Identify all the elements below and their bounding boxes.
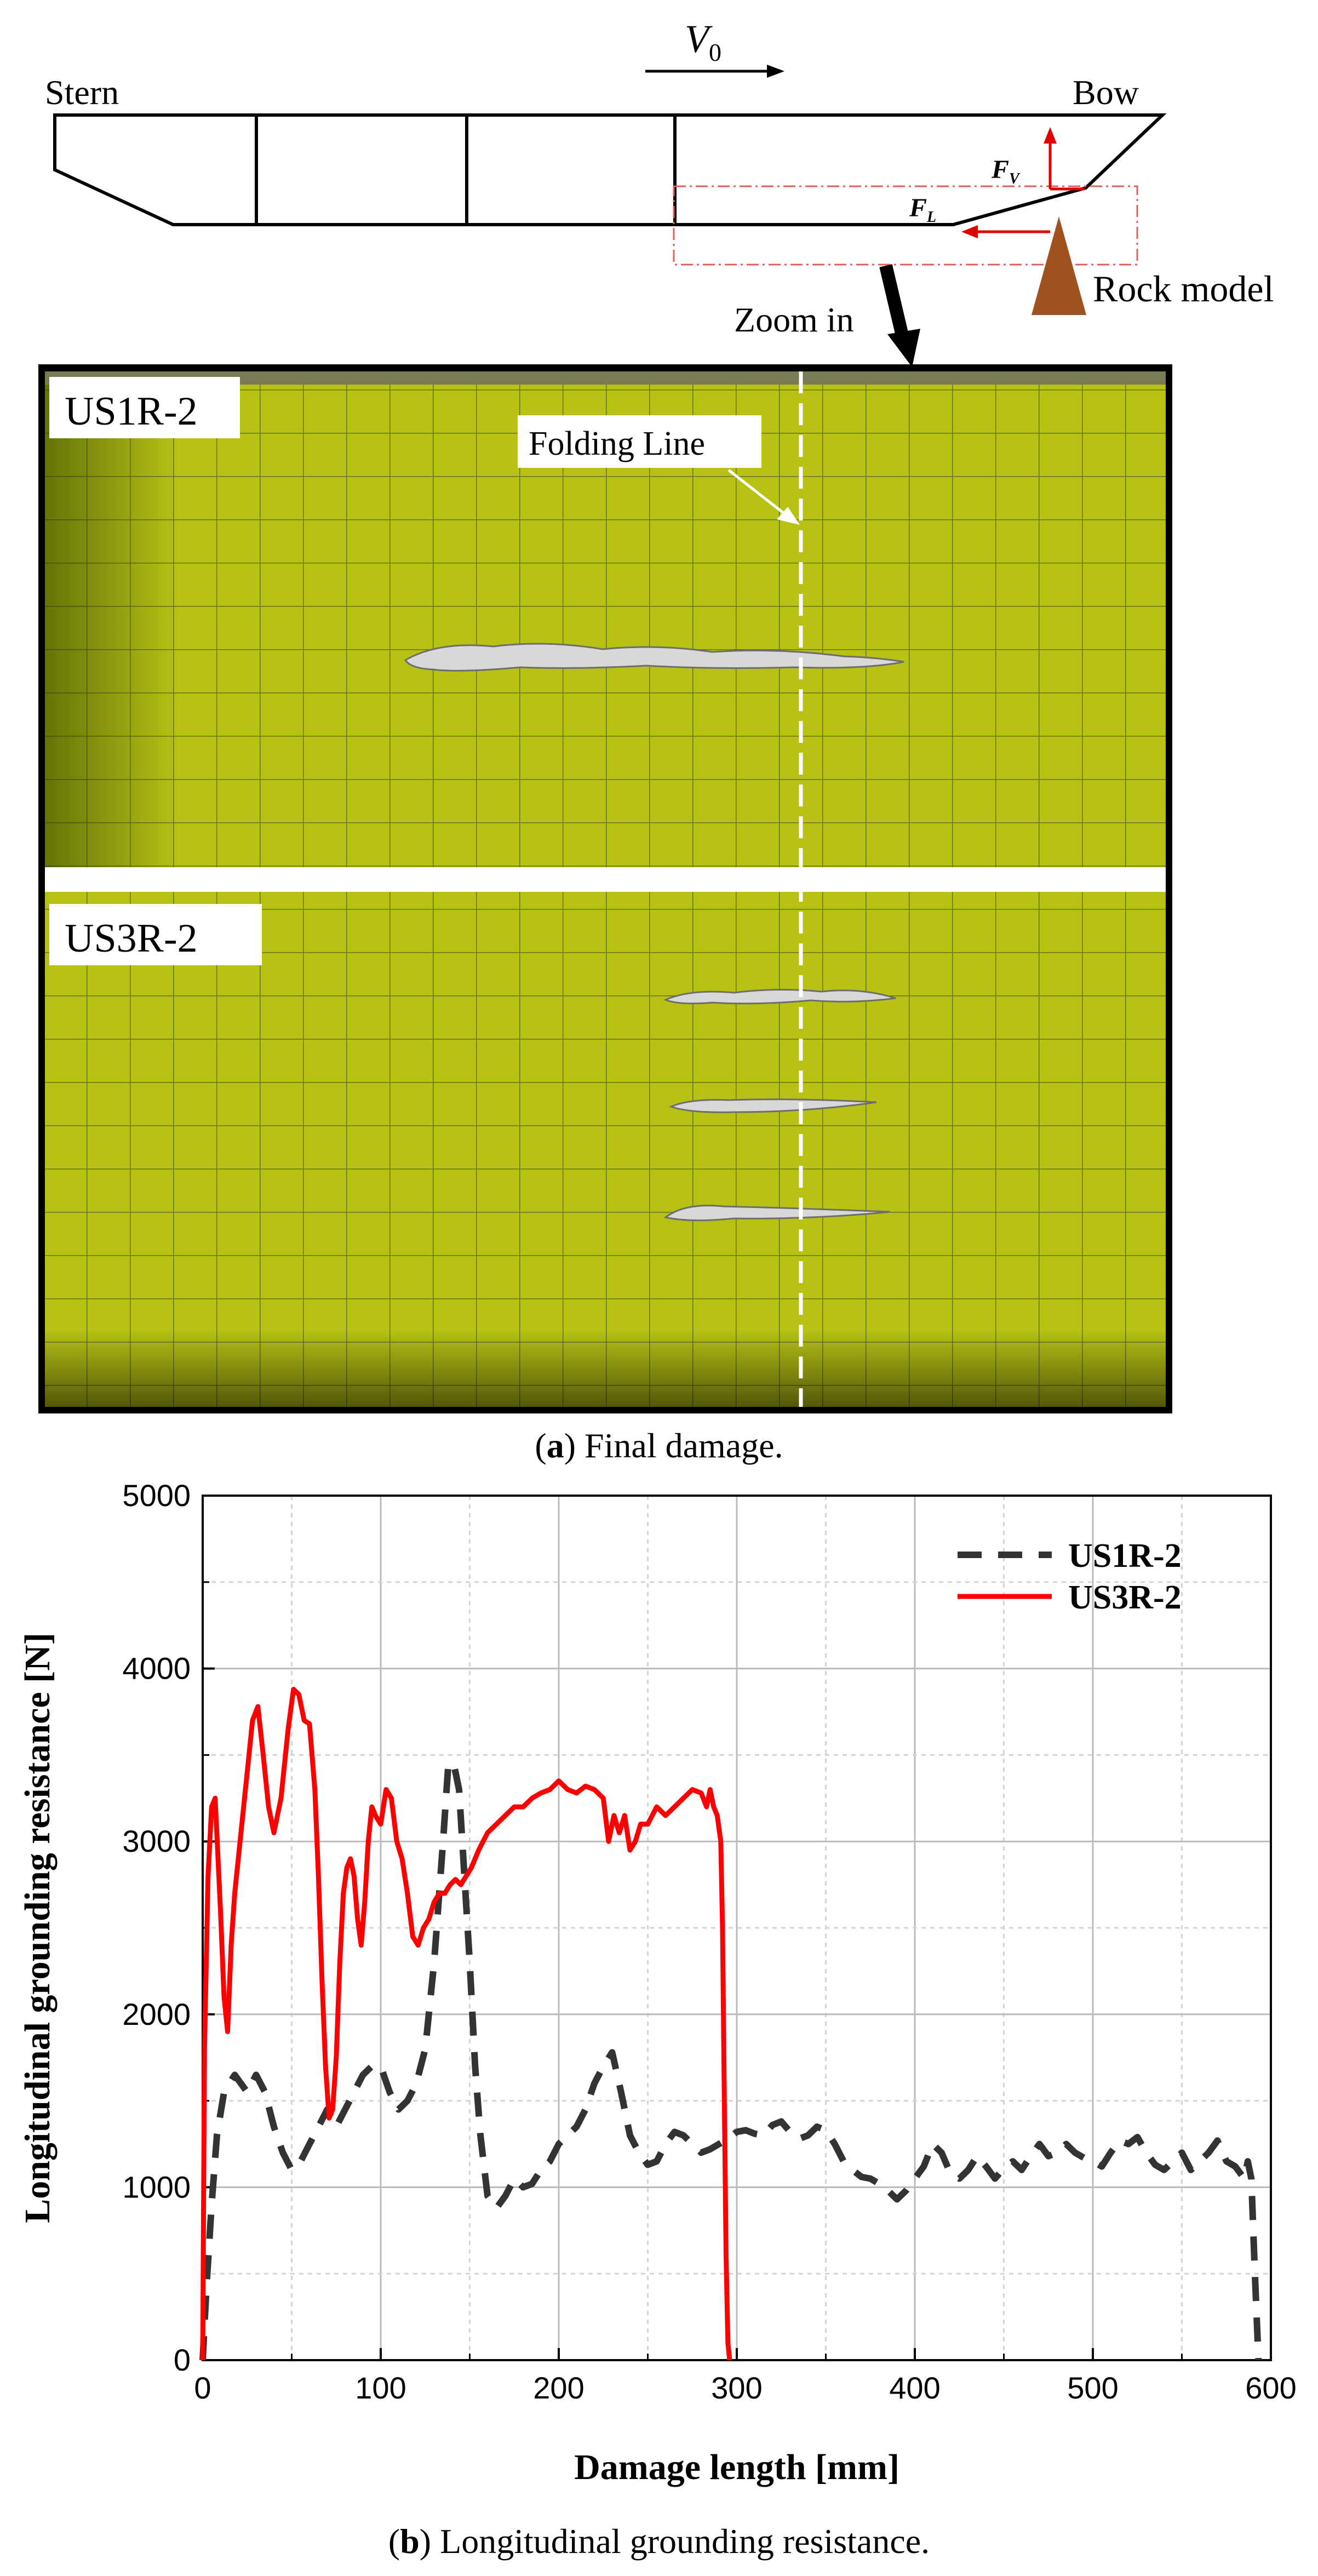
- y-tick-label: 5000: [122, 1478, 191, 1513]
- x-tick-label: 300: [711, 2371, 762, 2405]
- x-tick-label: 100: [355, 2371, 406, 2405]
- ship-schematic: V0 Stern Bow FV FL Rock model: [45, 17, 1274, 367]
- force-longitudinal-arrow: [961, 225, 1050, 238]
- damage-tear: [404, 643, 904, 672]
- y-tick-label: 0: [174, 2343, 191, 2377]
- x-tick-label: 200: [533, 2371, 584, 2405]
- y-tick-label: 4000: [122, 1651, 191, 1686]
- x-tick-label: 500: [1067, 2371, 1118, 2405]
- x-tick-label: 400: [889, 2371, 940, 2405]
- damage-tear: [663, 988, 896, 1005]
- legend-label: US3R-2: [1068, 1579, 1182, 1616]
- label-box: [49, 377, 240, 438]
- force-longitudinal-label: FL: [909, 193, 936, 226]
- legend-label: US1R-2: [1068, 1537, 1182, 1575]
- resistance-chart: 0 100 200 300 400 500 600 0 1000 2000 3000 4000 5000…: [18, 1478, 1297, 2487]
- label-box: [49, 904, 262, 965]
- damage-tear: [663, 1205, 891, 1222]
- axis-ticks: 0 100 200 300 400 500 600 0 1000 2000 3000 4000 5000: [122, 1478, 1296, 2405]
- rock-model-label: Rock model: [1093, 268, 1274, 310]
- series-line-us3r-2: [200, 1687, 732, 2361]
- chart-grid: [203, 1496, 1271, 2360]
- bow-label: Bow: [1073, 73, 1139, 112]
- hull-outline: [53, 113, 1167, 226]
- caption-a: (a) Final damage.: [535, 1426, 783, 1465]
- series-line-us1r-2: [199, 1760, 1262, 2361]
- zoom-region: [673, 185, 1138, 266]
- zoom-in-label: Zoom in: [734, 300, 854, 339]
- damage-tear: [668, 1098, 877, 1113]
- folding-line-label-box: [518, 415, 761, 468]
- x-tick-label: 0: [194, 2371, 211, 2405]
- y-tick-label: 1000: [122, 2169, 191, 2204]
- caption-b: (b) Longitudinal grounding resistance.: [388, 2522, 930, 2561]
- velocity-label: V0: [685, 17, 721, 66]
- chart-series: [199, 1687, 1262, 2361]
- y-axis-label: Longitudinal grounding resistance [N]: [18, 1633, 58, 2223]
- rock-model-icon: [1032, 216, 1086, 315]
- x-tick-label: 600: [1245, 2371, 1296, 2405]
- chart-legend: US1R-2 US3R-2: [958, 1537, 1182, 1616]
- folding-line-label: Folding Line: [529, 425, 705, 462]
- stern-label: Stern: [45, 73, 119, 112]
- x-axis-label: Damage length [mm]: [574, 2447, 899, 2487]
- zoom-in-arrow: [879, 264, 920, 367]
- velocity-arrow: [645, 65, 784, 78]
- force-vertical-arrow: [1044, 127, 1057, 189]
- photo-us3r-2: [45, 892, 1166, 1407]
- photo-label-us3r-2: US3R-2: [65, 916, 198, 961]
- folding-line-pointer: [727, 469, 800, 525]
- force-vertical-label: FV: [991, 155, 1021, 187]
- photo-label-us1r-2: US1R-2: [65, 389, 198, 434]
- y-tick-label: 2000: [122, 1997, 191, 2031]
- damage-photo-panel: US1R-2 US3R-2 Folding Line: [38, 364, 1172, 1413]
- y-tick-label: 3000: [122, 1824, 191, 1858]
